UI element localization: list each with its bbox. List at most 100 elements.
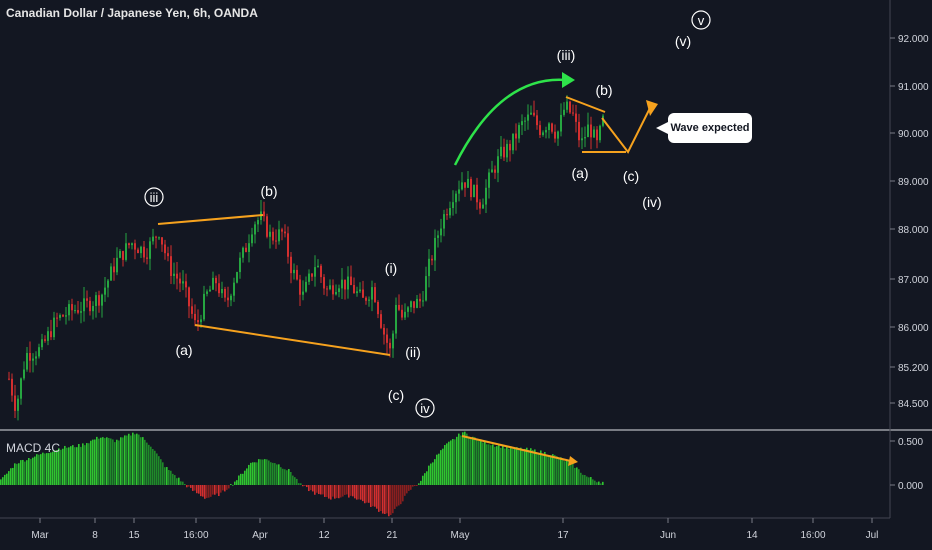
macd-bar	[520, 447, 522, 485]
candle-body	[86, 298, 88, 301]
candle-body	[410, 301, 412, 308]
macd-bar	[460, 435, 462, 485]
macd-bar	[376, 485, 378, 509]
macd-bar	[324, 485, 326, 497]
candle-body	[527, 114, 529, 121]
candle-body	[458, 189, 460, 194]
macd-bar	[58, 448, 60, 485]
candle-body	[329, 285, 331, 290]
macd-divergence-line	[461, 435, 576, 463]
macd-bar	[66, 447, 68, 485]
macd-bar	[246, 468, 248, 485]
macd-bar	[70, 446, 72, 485]
macd-bar	[318, 485, 320, 495]
macd-bar	[364, 485, 366, 504]
macd-bar	[274, 463, 276, 485]
candle-body	[509, 143, 511, 151]
macd-bar	[194, 485, 196, 491]
candle-body	[431, 258, 433, 261]
macd-bar	[528, 449, 530, 485]
macd-bar	[278, 464, 280, 485]
candle-body	[521, 121, 523, 126]
candle-body	[449, 208, 451, 216]
candle-body	[584, 137, 586, 139]
macd-bar	[74, 447, 76, 485]
macd-bar	[22, 459, 24, 485]
macd-bar	[414, 485, 416, 487]
candle-body	[488, 172, 490, 188]
macd-bar	[346, 485, 348, 495]
macd-bar	[302, 485, 304, 487]
macd-bar	[252, 462, 254, 485]
macd-bar	[584, 475, 586, 485]
macd-bar	[360, 485, 362, 500]
candle-body	[563, 109, 565, 115]
candle-body	[293, 269, 295, 274]
macd-bar	[484, 440, 486, 485]
candle-body	[350, 276, 352, 286]
momentum-arrowhead	[562, 72, 575, 88]
candle-body	[461, 182, 463, 190]
macd-bar	[454, 439, 456, 485]
macd-bar	[220, 485, 222, 493]
expected-wave-path	[601, 107, 651, 154]
candle-body	[332, 285, 334, 295]
macd-bar	[196, 485, 198, 494]
macd-bar	[572, 463, 574, 485]
macd-bar	[160, 459, 162, 485]
macd-title: MACD 4C	[6, 441, 61, 455]
price-tick-label: 86.000	[898, 323, 929, 334]
macd-bar	[526, 447, 528, 485]
macd-bar	[244, 470, 246, 485]
wave-label-v_paren: (v)	[675, 33, 691, 49]
candle-body	[323, 277, 325, 289]
divergence-arrowhead	[568, 456, 578, 466]
macd-bar	[564, 461, 566, 485]
wave-expected-callout: Wave expected	[656, 113, 752, 143]
time-tick-label: 21	[386, 530, 398, 541]
macd-bar	[18, 463, 20, 485]
candle-body	[176, 273, 178, 279]
candle-body	[281, 229, 283, 232]
macd-bar	[224, 485, 226, 492]
macd-bar	[502, 445, 504, 485]
macd-histogram	[0, 431, 604, 517]
candle-body	[161, 237, 163, 245]
macd-bar	[592, 479, 594, 485]
macd-bar	[82, 443, 84, 485]
macd-bar	[276, 464, 278, 485]
macd-bar	[232, 484, 234, 486]
macd-bar	[542, 453, 544, 485]
candle-body	[551, 123, 553, 132]
macd-bar	[182, 481, 184, 485]
macd-bar	[440, 450, 442, 485]
wave-label-iii_circled: iii	[150, 190, 159, 205]
candle-body	[77, 310, 79, 313]
macd-bar	[438, 453, 440, 485]
macd-bar	[384, 485, 386, 515]
candle-body	[389, 342, 391, 349]
candle-body	[197, 320, 199, 323]
candle-body	[206, 291, 208, 294]
trend-line-lower-1	[194, 324, 391, 356]
time-tick-label: 15	[128, 530, 140, 541]
macd-bar	[458, 433, 460, 485]
candle-body	[299, 279, 301, 295]
macd-bar	[130, 435, 132, 485]
macd-bar	[124, 435, 126, 485]
macd-bar	[164, 467, 166, 485]
macd-bar	[426, 471, 428, 485]
macd-bar	[546, 454, 548, 485]
macd-bar	[156, 453, 158, 485]
macd-bar	[146, 442, 148, 485]
candle-body	[398, 304, 400, 310]
macd-bar	[488, 444, 490, 485]
candle-body	[47, 331, 49, 341]
macd-bar	[358, 485, 360, 500]
candle-body	[395, 304, 397, 334]
candle-body	[269, 231, 271, 237]
candle-body	[440, 228, 442, 236]
macd-bar	[482, 442, 484, 485]
macd-bar	[544, 451, 546, 485]
macd-bar	[148, 444, 150, 485]
